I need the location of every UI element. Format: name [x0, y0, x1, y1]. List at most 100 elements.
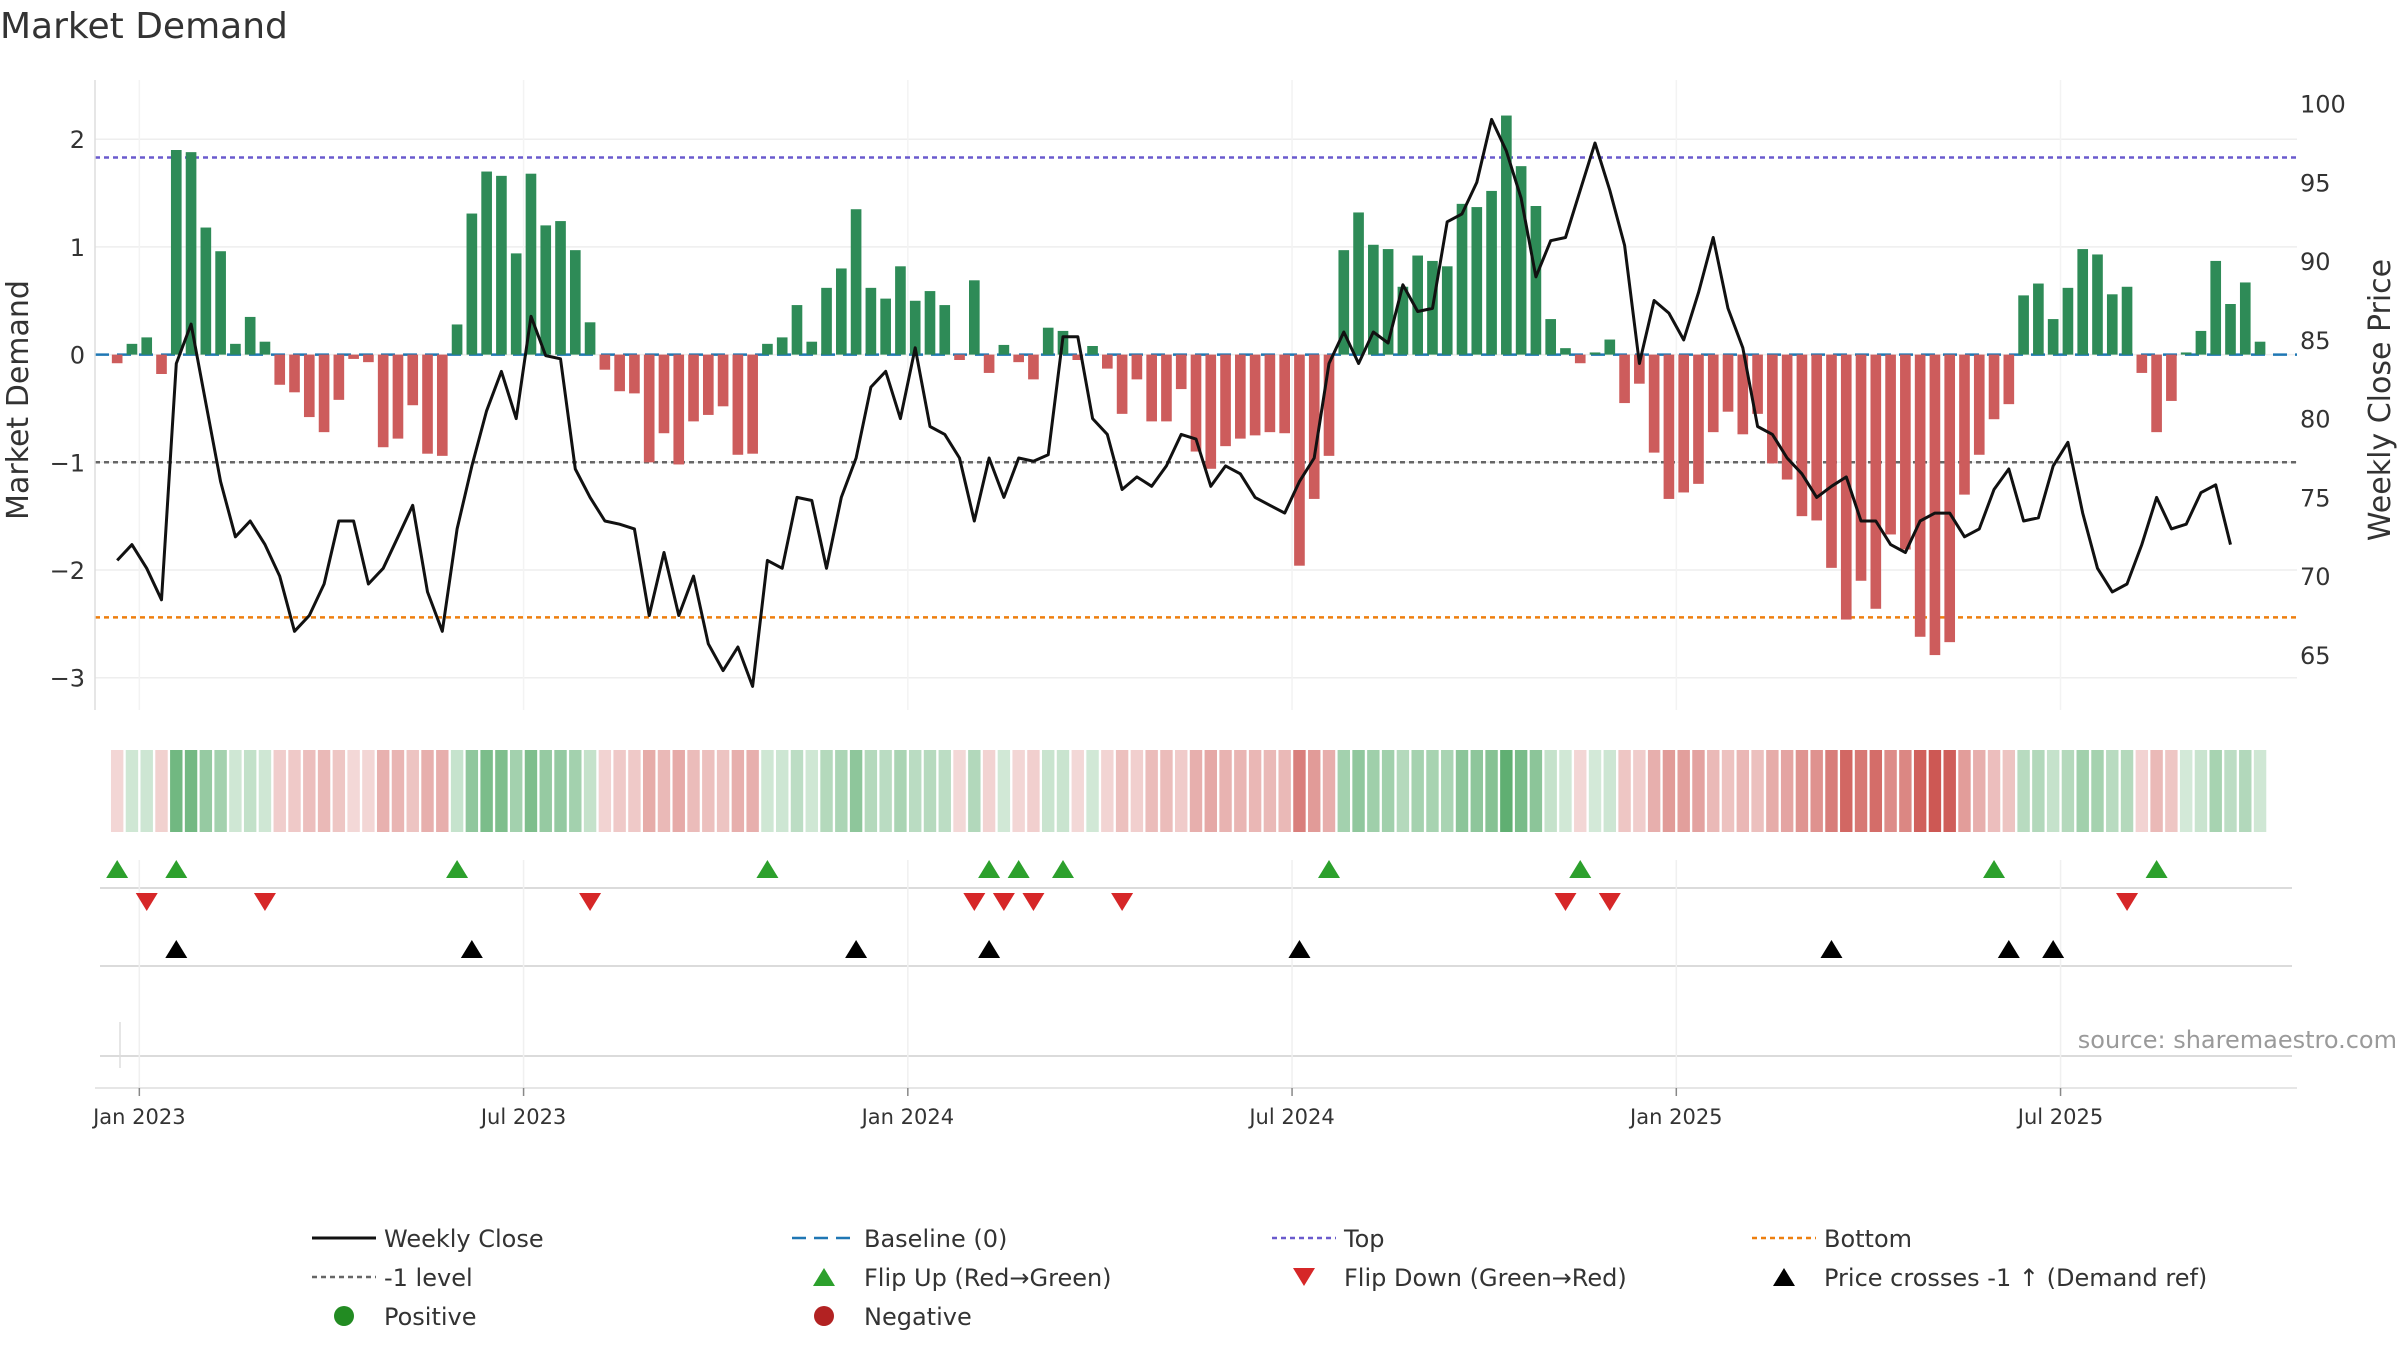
heat-cell [642, 750, 656, 832]
demand-bar [643, 354, 655, 463]
demand-bar [126, 343, 138, 355]
demand-bar [1456, 203, 1468, 355]
heat-cell [820, 750, 833, 832]
demand-bar [850, 209, 862, 355]
demand-bar [1855, 354, 1867, 581]
demand-bar [1826, 354, 1837, 568]
legend-label: Flip Up (Red→Green) [864, 1264, 1112, 1292]
heat-cell [1869, 750, 1883, 832]
heat-cell [125, 750, 139, 832]
y-tick-label: −2 [50, 557, 85, 585]
x-axis: Jan 2023 Jul 2023 Jan 2024 Jul 2024 Jan 2025… [91, 1087, 2297, 1129]
demand-bars [111, 115, 2266, 656]
demand-bar [1678, 354, 1690, 493]
heat-cell [1928, 750, 1942, 832]
heat-cell [170, 750, 183, 832]
legend-label: Negative [864, 1303, 972, 1331]
y-tick-label: −3 [50, 665, 85, 693]
demand-bar [599, 354, 611, 370]
heat-cell [731, 750, 745, 832]
heat-cell [953, 750, 966, 832]
demand-bar [1205, 354, 1217, 469]
heat-cell [1071, 750, 1084, 832]
heat-cell [1204, 750, 1217, 832]
heat-cell [2120, 750, 2134, 832]
demand-bar [1441, 266, 1453, 355]
y-axis-label: Market Demand [1, 280, 36, 520]
heat-cell [1721, 750, 1735, 832]
demand-bar [525, 173, 537, 355]
heat-cell [1470, 750, 1483, 832]
heat-cell [155, 750, 168, 832]
heat-cell [1441, 750, 1454, 832]
demand-bar [969, 280, 980, 355]
demand-bar [1959, 354, 1970, 495]
demand-bar [1796, 354, 1808, 517]
legend-label: Price crosses -1 ↑ (Demand ref) [1824, 1264, 2207, 1292]
demand-bar [1028, 354, 1039, 380]
heat-cell [1574, 750, 1587, 832]
legend-item-weekly-close: Weekly Close [312, 1225, 544, 1253]
heat-cell [1559, 750, 1572, 832]
legend-swatch [334, 1306, 354, 1326]
price-cross-marker [1288, 940, 1311, 958]
demand-bar [865, 287, 877, 355]
demand-bar [569, 250, 581, 355]
x-tick-label: Jan 2025 [1628, 1105, 1723, 1129]
heat-cell [1677, 750, 1690, 832]
demand-bar [1604, 339, 1616, 355]
heat-cell [1514, 750, 1528, 832]
price-cross-marker [845, 940, 868, 958]
demand-bar [170, 150, 182, 355]
heat-cell [2061, 750, 2075, 832]
price-cross-marker [165, 940, 188, 958]
demand-bar [200, 227, 212, 355]
demand-bar [1412, 255, 1423, 355]
demand-bar [2033, 283, 2044, 355]
heat-cell [1160, 750, 1173, 832]
x-tick-label: Jul 2023 [479, 1105, 566, 1129]
demand-bar [363, 354, 374, 363]
heat-cell [1234, 750, 1247, 832]
demand-bar [303, 354, 315, 418]
heat-cell [347, 750, 360, 832]
heat-cell [2209, 750, 2222, 832]
demand-bar [1368, 244, 1379, 355]
legend-label: Bottom [1824, 1225, 1912, 1253]
legend-label: Baseline (0) [864, 1225, 1007, 1253]
heat-cell [199, 750, 213, 832]
legend-swatch [813, 1268, 835, 1286]
chart-title: Market Demand [0, 6, 288, 47]
demand-bar [1781, 354, 1793, 480]
heat-cell [1500, 750, 1513, 832]
demand-bar [2136, 354, 2148, 373]
demand-bar [466, 213, 478, 355]
demand-bar [1530, 206, 1542, 355]
demand-bar [1146, 354, 1157, 422]
heat-cell [1396, 750, 1410, 832]
demand-bar [747, 354, 758, 454]
heat-cell [480, 750, 493, 832]
demand-bar [2210, 260, 2222, 355]
demand-bar [1693, 354, 1704, 484]
flip-up-marker [165, 860, 188, 878]
flip-down-marker [253, 893, 276, 911]
heat-cell [1145, 750, 1158, 832]
heat-cell [702, 750, 715, 832]
heat-cell [258, 750, 272, 832]
heat-cell [2239, 750, 2252, 832]
x-tick-label: Jan 2024 [860, 1105, 955, 1129]
heat-cell [495, 750, 508, 832]
legend-item-top: Top [1272, 1225, 1385, 1253]
heat-cell [849, 750, 863, 832]
demand-bar [1102, 354, 1113, 369]
demand-bar [392, 354, 404, 439]
heat-cell [1529, 750, 1543, 832]
heat-cell [1987, 750, 2001, 832]
heat-cell [1189, 750, 1203, 832]
heat-cell [229, 750, 242, 832]
heat-cell [746, 750, 759, 832]
demand-bar [1737, 354, 1749, 435]
demand-bar [880, 298, 891, 355]
